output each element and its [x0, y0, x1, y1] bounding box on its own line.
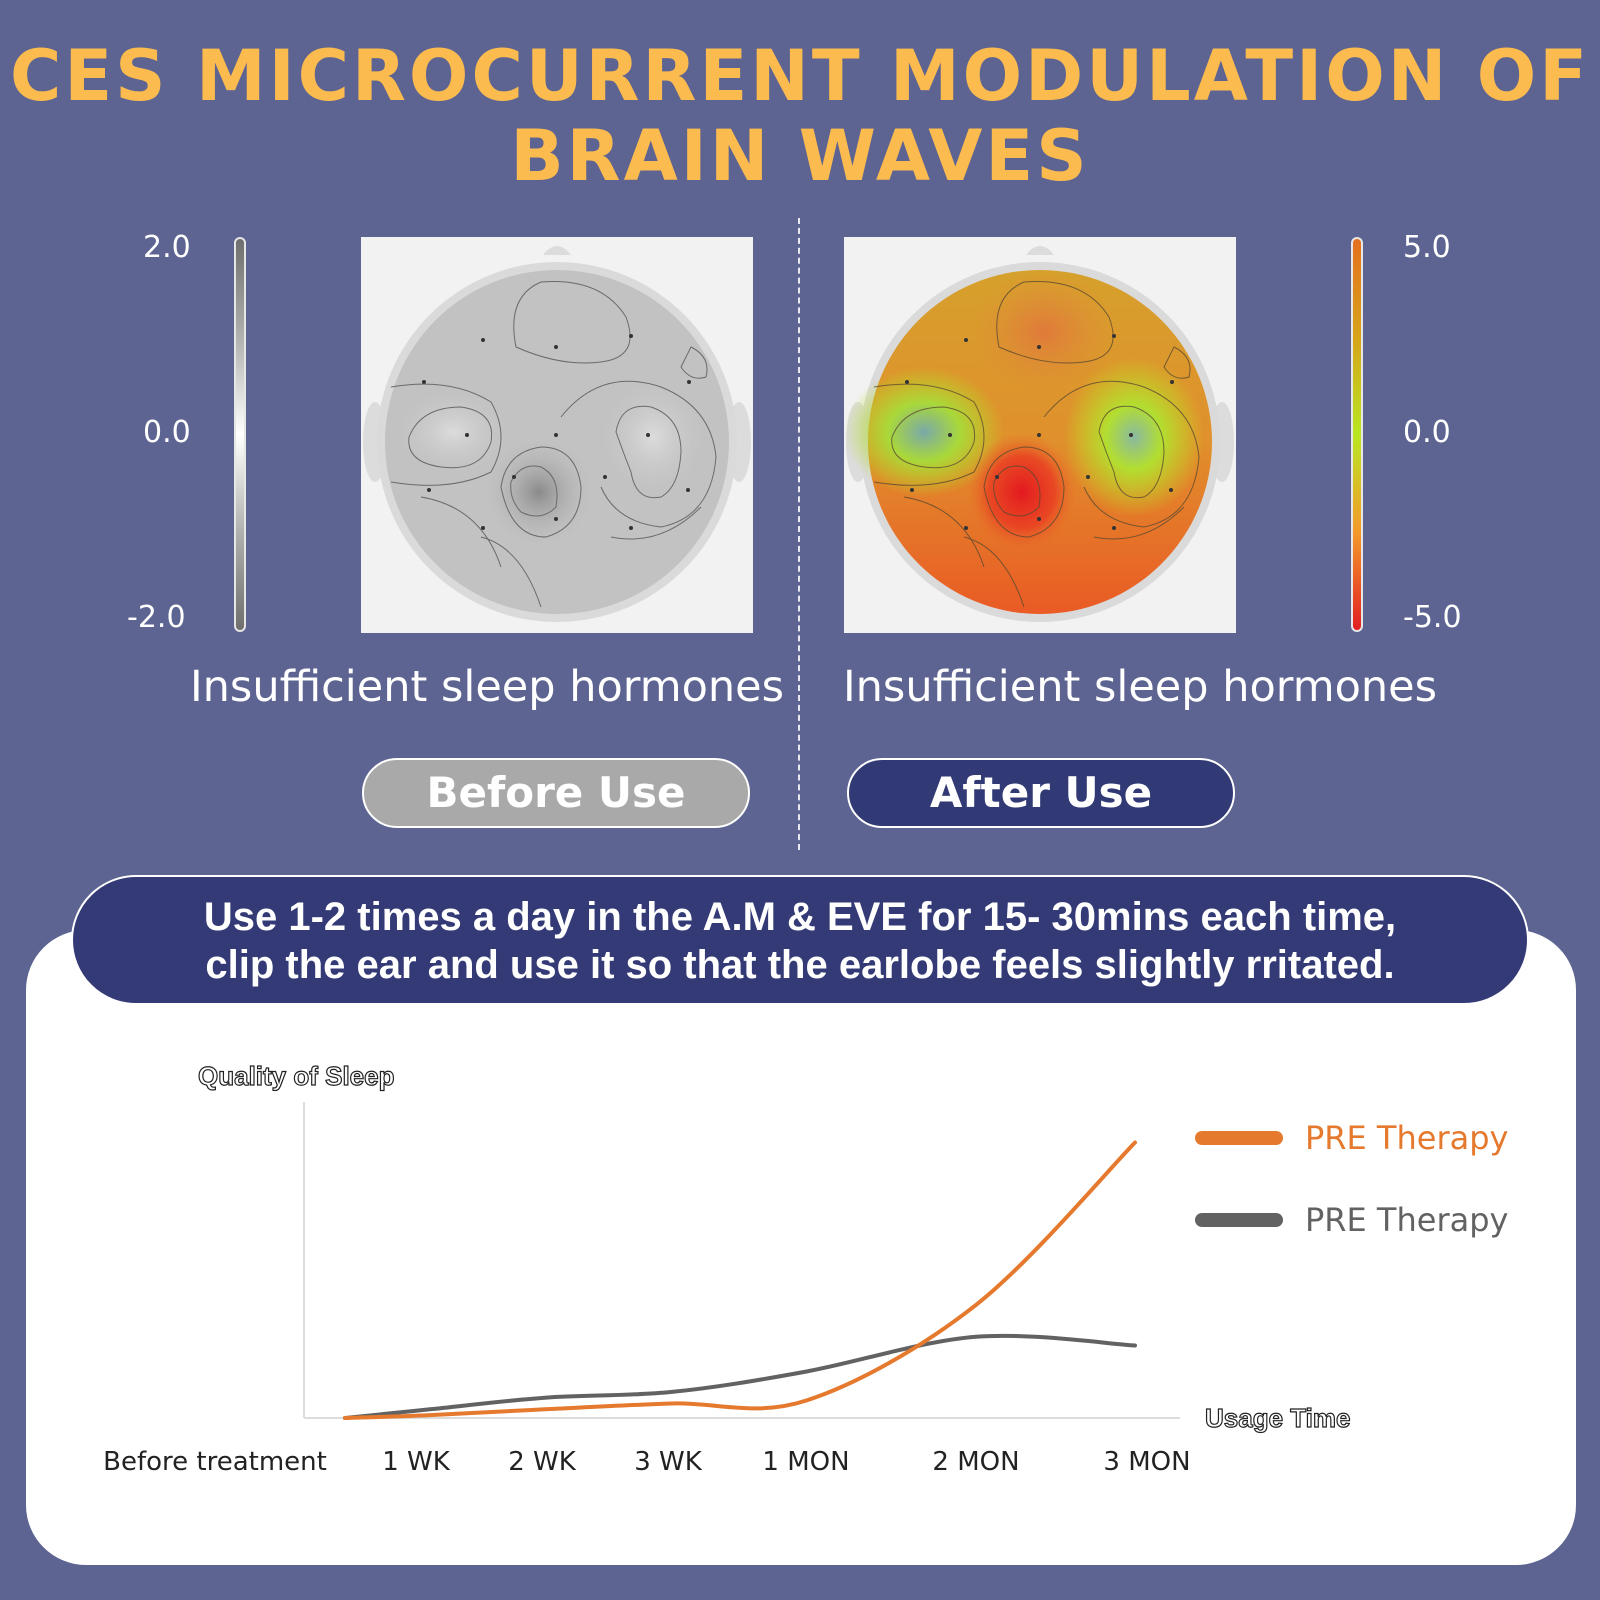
- page-title: CES MICROCURRENT MODULATION OF BRAIN WAV…: [0, 36, 1600, 196]
- after-color-scale: [1351, 237, 1363, 632]
- x-tick-label: 1 MON: [762, 1447, 849, 1477]
- series-line-1: [343, 1140, 1137, 1420]
- instruction-line-1: Use 1-2 times a day in the A.M & EVE for…: [203, 895, 1397, 939]
- x-tick-label: 3 MON: [1103, 1447, 1190, 1477]
- instruction-line-2: clip the ear and use it so that the earl…: [205, 943, 1395, 987]
- before-scale-mid: 0.0: [143, 415, 191, 450]
- before-scale-max: 2.0: [143, 230, 191, 265]
- after-scale-mid: 0.0: [1403, 415, 1451, 450]
- before-scale-min: -2.0: [127, 600, 186, 635]
- y-axis-label: Quality of Sleep: [198, 1061, 395, 1091]
- before-color-scale: [234, 237, 246, 632]
- before-caption: Insufficient sleep hormones: [190, 662, 785, 712]
- x-axis-label: Usage Time: [1205, 1403, 1350, 1433]
- x-tick-label: Before treatment: [103, 1447, 327, 1477]
- after-scale-max: 5.0: [1403, 230, 1451, 265]
- before-use-button[interactable]: Before Use: [362, 758, 750, 828]
- after-caption: Insufficient sleep hormones: [843, 662, 1438, 712]
- after-scale-min: -5.0: [1403, 600, 1462, 635]
- before-head-topomap: [363, 246, 751, 622]
- after-use-button[interactable]: After Use: [847, 758, 1235, 828]
- instruction-banner: Use 1-2 times a day in the A.M & EVE for…: [71, 875, 1529, 1005]
- x-tick-label: 2 WK: [508, 1447, 577, 1477]
- series-line-2: [343, 1333, 1137, 1420]
- x-tick-label: 2 MON: [932, 1447, 1019, 1477]
- x-tick-label: 1 WK: [382, 1447, 451, 1477]
- title-line-1: CES MICROCURRENT MODULATION OF: [9, 35, 1591, 117]
- after-brain-map: [844, 237, 1236, 633]
- panel-divider: [798, 218, 800, 850]
- legend-label-1: PRE Therapy: [1305, 1119, 1508, 1157]
- legend-label-2: PRE Therapy: [1305, 1201, 1508, 1239]
- title-line-2: BRAIN WAVES: [510, 115, 1090, 197]
- after-head-topomap: [844, 246, 1234, 622]
- x-tick-label: 3 WK: [634, 1447, 703, 1477]
- chart-card: [26, 930, 1576, 1565]
- before-brain-map: [361, 237, 753, 633]
